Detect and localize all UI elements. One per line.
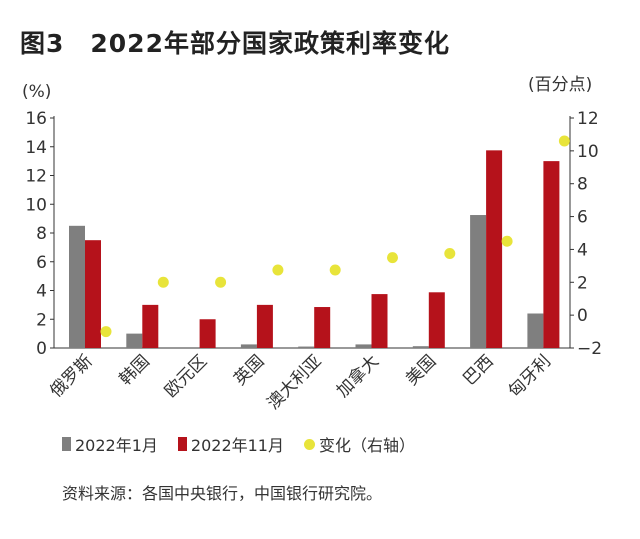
bar-nov [85,240,101,348]
legend-swatch [304,438,315,450]
bar-jan [470,215,487,348]
left-tick-label: 12 [25,167,47,187]
right-tick-label: 0 [577,306,588,326]
change-point [444,248,456,260]
left-axis-unit: (%) [22,82,52,102]
right-tick-label: 6 [577,208,588,228]
source-note: 资料来源：各国中央银行，中国银行研究院。 [62,484,383,503]
bar-jan [126,333,143,348]
right-tick-label: 4 [577,240,588,260]
change-point [100,326,112,338]
x-tick-label: 匈牙利 [505,351,555,401]
legend: 2022年1月 2022年11月 变化（右轴） [62,432,415,456]
bar-jan [412,346,429,348]
bar-jan [527,313,544,348]
legend-item-nov: 2022年11月 [177,432,284,456]
right-tick-label: 12 [577,109,599,129]
x-tick-label: 加拿大 [332,351,383,402]
left-tick-label: 14 [25,138,47,158]
bar-nov [371,294,388,348]
change-point [157,276,169,288]
x-tick-label: 美国 [402,351,440,389]
left-tick-label: 16 [25,109,47,129]
left-tick-label: 0 [36,339,47,359]
legend-item-change: 变化（右轴） [304,432,415,456]
change-point [387,252,398,264]
change-point [558,135,570,147]
bar-jan [355,344,372,348]
right-tick-label: 10 [577,142,599,162]
legend-item-jan: 2022年1月 [62,432,158,456]
left-tick-label: 4 [36,282,47,302]
left-tick-label: 8 [36,224,47,244]
bar-nov [256,304,273,348]
right-tick-label: 2 [577,273,588,293]
change-point [329,264,341,276]
legend-swatch [62,437,71,451]
bar-nov [142,304,159,348]
bar-nov [199,319,216,348]
change-point [215,276,227,288]
bar-jan [69,225,85,348]
bar-nov [428,292,445,348]
change-point [501,235,513,247]
legend-label: 2022年11月 [190,436,284,455]
right-tick-label: 8 [577,175,588,195]
legend-label: 2022年1月 [75,436,158,455]
x-tick-label: 英国 [230,351,268,389]
x-tick-label: 巴西 [459,351,497,389]
bar-nov [314,307,331,348]
legend-swatch [177,437,187,451]
bar-jan [298,346,315,348]
bar-jan [240,344,257,348]
x-tick-label: 欧元区 [161,351,211,401]
chart-title: 图3 2022年部分国家政策利率变化 [20,29,450,58]
bar-nov [486,150,503,348]
x-tick-label: 澳大利亚 [264,351,326,413]
left-tick-label: 10 [25,195,47,215]
right-axis-unit: (百分点) [528,75,593,95]
x-tick-label: 韩国 [116,351,154,389]
left-tick-label: 6 [36,253,47,273]
change-point [272,264,284,276]
x-tick-label: 俄罗斯 [46,351,96,401]
right-tick-label: −2 [577,339,602,359]
legend-label: 变化（右轴） [319,436,416,455]
bar-nov [543,161,560,348]
left-tick-label: 2 [36,310,47,330]
